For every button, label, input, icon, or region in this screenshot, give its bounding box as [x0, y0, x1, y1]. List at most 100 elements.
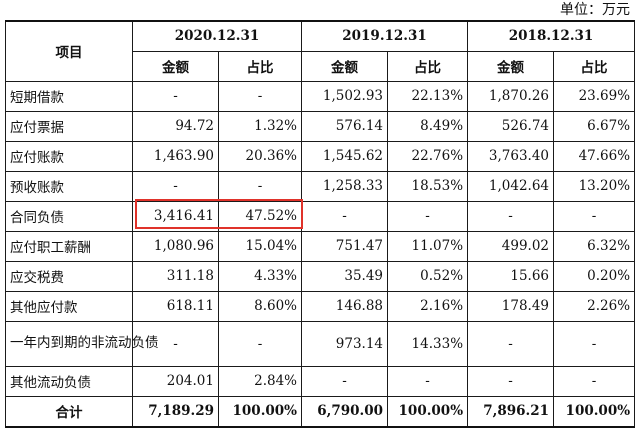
- table-cell: 11.07%: [387, 230, 469, 262]
- table-cell: 1,080.96: [132, 230, 219, 262]
- total-row: 合计 7,189.29 100.00% 6,790.00 100.00% 7,8…: [5, 395, 636, 428]
- table-cell: 1,042.64: [467, 170, 555, 202]
- table-row: 一年内到期的非流动负债 - -973.14 14.33% - -: [5, 320, 636, 367]
- table-cell: 311.18: [132, 260, 219, 292]
- table-cell: 3,416.41: [132, 200, 219, 232]
- table-cell: 47.66%: [553, 140, 636, 172]
- row-label: 应付票据: [5, 110, 133, 142]
- table-cell: 1,545.62: [301, 140, 389, 172]
- table-cell: 13.20%: [553, 170, 636, 202]
- total-cell: 100.00%: [553, 395, 636, 428]
- total-cell: 7,896.21: [467, 395, 555, 428]
- table-cell: 526.74: [467, 110, 555, 142]
- amount-header: 金额: [301, 50, 389, 82]
- table-cell: 35.49: [301, 260, 389, 292]
- row-label: 应付账款: [5, 140, 133, 172]
- table-cell: 22.13%: [387, 80, 469, 112]
- total-label: 合计: [5, 395, 133, 428]
- liabilities-table: 项目 2020.12.31 2019.12.31 2018.12.31 金额 占…: [5, 20, 636, 428]
- amount-header: 金额: [132, 50, 219, 82]
- table-cell: 6.32%: [553, 230, 636, 262]
- table-cell: 178.49: [467, 290, 555, 322]
- year-header-2020: 2020.12.31: [131, 20, 303, 52]
- table-row: 应付职工薪酬 1,080.96 15.04% 751.47 11.07% 499.02 6.…: [5, 230, 636, 262]
- table-cell: 973.14: [301, 320, 389, 367]
- amount-header: 金额: [467, 50, 555, 82]
- table-cell: 94.72: [132, 110, 219, 142]
- table-cell: 8.49%: [387, 110, 469, 142]
- table-row: 应付账款 1,463.90 20.36% 1,545.62 22.76% 3,763.40…: [5, 140, 636, 172]
- table-cell: -: [467, 365, 555, 397]
- row-label: 应交税费: [5, 260, 133, 292]
- table-cell: 20.36%: [217, 140, 303, 172]
- row-label: 预收账款: [5, 170, 133, 202]
- table-cell: -: [553, 320, 636, 367]
- table-cell: 0.52%: [387, 260, 469, 292]
- unit-label: 单位：万元: [560, 2, 630, 18]
- table-cell: 1,870.26: [467, 80, 555, 112]
- total-cell: 100.00%: [387, 395, 469, 428]
- table-cell: 499.02: [467, 230, 555, 262]
- table-cell: 14.33%: [387, 320, 469, 367]
- row-label: 一年内到期的非流动负债: [5, 320, 159, 367]
- year-header-2019: 2019.12.31: [301, 20, 469, 52]
- table-cell: 1.32%: [217, 110, 303, 142]
- table-cell: -: [387, 365, 469, 397]
- table-cell: -: [132, 320, 219, 367]
- table-cell: 2.26%: [553, 290, 636, 322]
- table-cell: 0.20%: [553, 260, 636, 292]
- table-cell: 18.53%: [387, 170, 469, 202]
- ratio-header: 占比: [553, 50, 636, 82]
- table-cell: 8.60%: [217, 290, 303, 322]
- table-cell: 47.52%: [217, 200, 303, 232]
- table-cell: 22.76%: [387, 140, 469, 172]
- table-cell: -: [387, 200, 469, 232]
- year-header-2018: 2018.12.31: [467, 20, 636, 52]
- ratio-header: 占比: [217, 50, 303, 82]
- row-label: 其他应付款: [5, 290, 133, 322]
- table-cell: 15.66: [467, 260, 555, 292]
- table-row: 短期借款 - -1,502.93 22.13% 1,870.26 23.69%: [5, 80, 636, 112]
- table-cell: -: [467, 320, 555, 367]
- table-row: 合同负债 3,416.41 47.52% - - - -: [5, 200, 636, 232]
- table-cell: 23.69%: [553, 80, 636, 112]
- table-cell: 204.01: [132, 365, 219, 397]
- table-cell: -: [553, 200, 636, 232]
- total-cell: 6,790.00: [301, 395, 389, 428]
- row-label: 其他流动负债: [5, 365, 133, 397]
- table-row: 应付票据 94.72 1.32% 576.14 8.49% 526.74 6.67%: [5, 110, 636, 142]
- table-cell: 618.11: [132, 290, 219, 322]
- table-cell: 751.47: [301, 230, 389, 262]
- table-row: 预收账款 - -1,258.33 18.53% 1,042.64 13.20%: [5, 170, 636, 202]
- table-cell: -: [132, 170, 219, 202]
- table-cell: 3,763.40: [467, 140, 555, 172]
- table-cell: -: [553, 365, 636, 397]
- table-cell: -: [301, 365, 389, 397]
- total-cell: 7,189.29: [132, 395, 219, 428]
- table-cell: -: [217, 320, 303, 367]
- table-cell: 2.16%: [387, 290, 469, 322]
- row-label: 合同负债: [5, 200, 133, 232]
- table-cell: -: [132, 80, 219, 112]
- table-cell: 4.33%: [217, 260, 303, 292]
- table-cell: 1,502.93: [301, 80, 389, 112]
- table-cell: 1,258.33: [301, 170, 389, 202]
- table-cell: 1,463.90: [132, 140, 219, 172]
- table-cell: -: [467, 200, 555, 232]
- table-cell: 146.88: [301, 290, 389, 322]
- item-header: 项目: [5, 20, 133, 82]
- table-cell: 15.04%: [217, 230, 303, 262]
- table-cell: -: [217, 80, 303, 112]
- table-row: 应交税费 311.18 4.33% 35.49 0.52% 15.66 0.20%: [5, 260, 636, 292]
- table-cell: 2.84%: [217, 365, 303, 397]
- row-label: 短期借款: [5, 80, 133, 112]
- ratio-header: 占比: [387, 50, 469, 82]
- table-cell: -: [301, 200, 389, 232]
- table-body: 短期借款 - -1,502.93 22.13% 1,870.26 23.69% 应付票据 94…: [5, 80, 636, 397]
- table-cell: -: [217, 170, 303, 202]
- table-row: 其他应付款 618.11 8.60% 146.88 2.16% 178.49 2.26%: [5, 290, 636, 322]
- row-label: 应付职工薪酬: [5, 230, 133, 262]
- table-cell: 576.14: [301, 110, 389, 142]
- table-cell: 6.67%: [553, 110, 636, 142]
- total-cell: 100.00%: [217, 395, 303, 428]
